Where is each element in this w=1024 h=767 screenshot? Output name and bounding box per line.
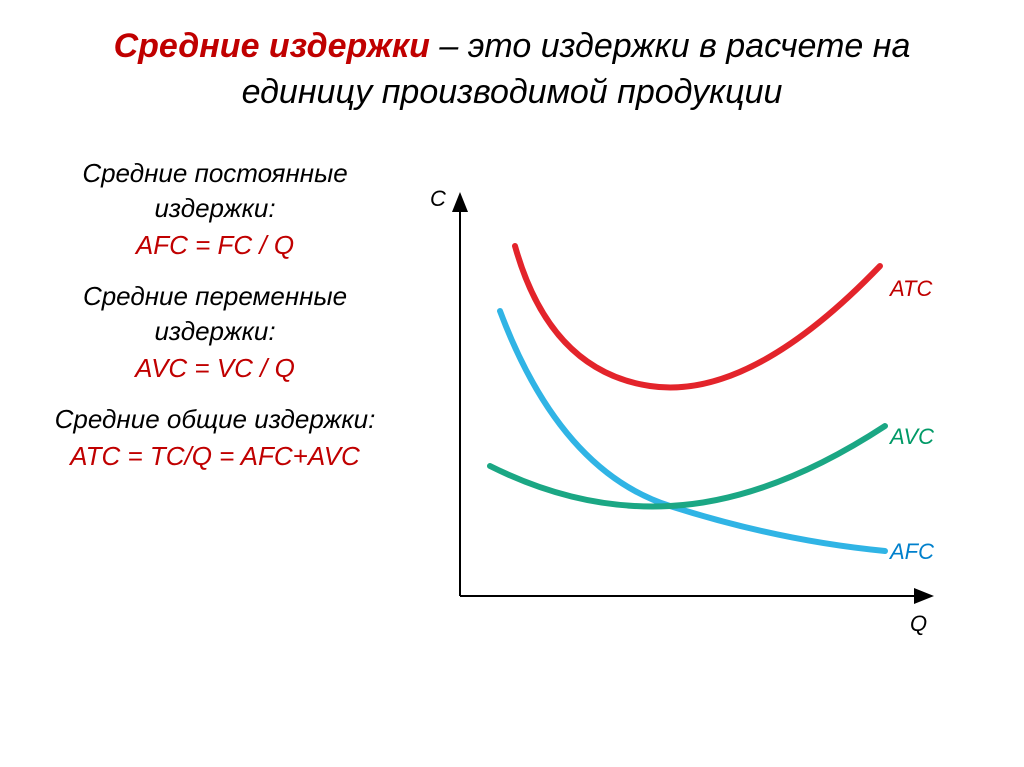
title-highlight: Средние издержки xyxy=(114,27,430,65)
page-title: Средние издержки – это издержки в расчет… xyxy=(0,0,1024,116)
avc-curve xyxy=(490,426,885,507)
avc-formula: AVC = VC / Q xyxy=(30,353,400,384)
afc-label: Средние постоянные издержки: xyxy=(30,156,400,226)
atc-formula: ATC = TC/Q = AFC+AVC xyxy=(30,441,400,472)
atc-curve xyxy=(515,246,880,388)
afc-label: AFC xyxy=(890,539,934,565)
avc-label: Средние переменные издержки: xyxy=(30,279,400,349)
atc-label: Средние общие издержки: xyxy=(30,402,400,437)
afc-curve xyxy=(500,311,885,551)
y-axis-label: C xyxy=(430,186,446,212)
x-axis-label: Q xyxy=(910,611,927,637)
afc-formula: AFC = FC / Q xyxy=(30,230,400,261)
formulas-panel: Средние постоянные издержки: AFC = FC / … xyxy=(0,156,400,656)
content-area: Средние постоянные издержки: AFC = FC / … xyxy=(0,156,1024,656)
chart-svg xyxy=(400,156,960,656)
avc-label: AVC xyxy=(890,424,934,450)
atc-label: ATC xyxy=(890,276,932,302)
cost-curves-chart: C Q ATC AVC AFC xyxy=(400,156,1024,656)
